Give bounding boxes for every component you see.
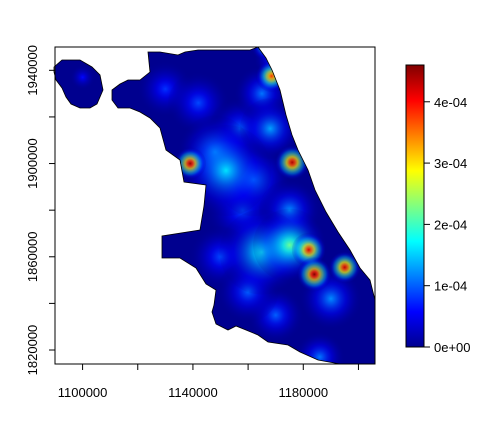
y-tick-label: 1860000 [25, 231, 40, 282]
y-tick-label: 1900000 [25, 138, 40, 189]
plot-axes: 1100000 1140000 1180000 1820000 1860000 1900… [25, 45, 376, 400]
colorbar-tick-label: 4e-04 [434, 95, 467, 110]
colorbar-tick-label: 2e-04 [434, 217, 467, 232]
colorbar-gradient [405, 64, 425, 348]
density-map [55, 47, 375, 364]
density-hotspot [255, 60, 288, 92]
density-hotspot [70, 65, 95, 90]
y-tick-label: 1820000 [25, 325, 40, 376]
colorbar-tick-label: 3e-04 [434, 156, 467, 171]
plot-frame [54, 46, 376, 365]
x-axis: 1100000 1140000 1180000 [58, 364, 359, 400]
x-tick-label: 1140000 [168, 385, 218, 400]
density-hotspot [328, 251, 361, 284]
colorbar-tick-label: 0e+00 [434, 340, 471, 355]
density-hotspot [295, 332, 345, 364]
density-hotspot [297, 257, 332, 292]
y-tick-label: 1940000 [25, 45, 40, 96]
density-hotspot [174, 147, 206, 180]
colorbar: 0e+00 1e-04 2e-04 3e-04 4e-04 [405, 64, 471, 355]
city-outline [53, 46, 376, 365]
colorbar-tick-label: 1e-04 [434, 279, 467, 294]
x-tick-label: 1180000 [278, 385, 328, 400]
y-axis: 1820000 1860000 1900000 1940000 [25, 45, 55, 375]
x-tick-label: 1100000 [58, 385, 108, 400]
